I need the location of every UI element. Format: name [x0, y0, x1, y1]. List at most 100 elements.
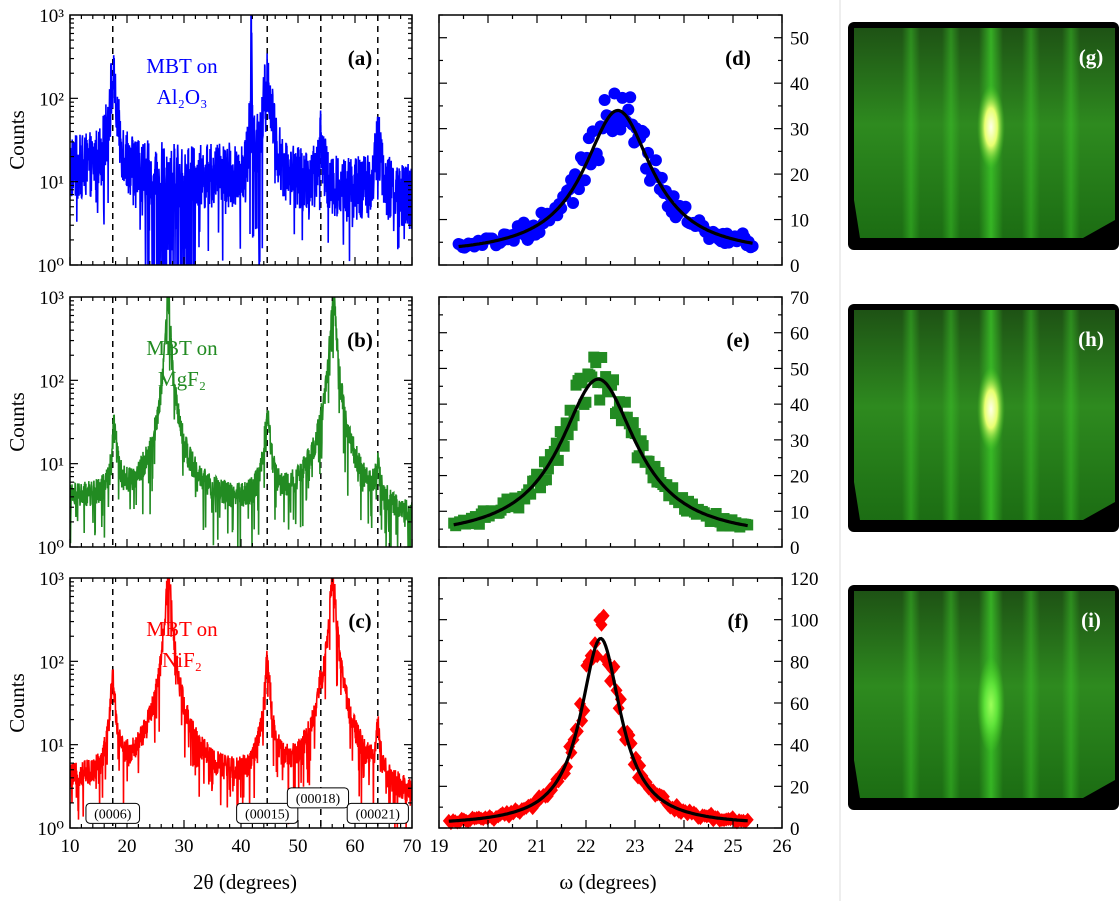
data-point: [540, 474, 552, 486]
data-point: [619, 396, 631, 408]
y-tick-label: 0: [790, 538, 800, 559]
data-point: [562, 429, 574, 441]
y-tick-label: 30: [790, 120, 809, 141]
data-point: [533, 469, 545, 481]
xrd-series: [70, 578, 412, 828]
x-tick-label: 24: [675, 836, 695, 857]
data-point: [596, 351, 608, 363]
bottom-axes-titles: 2θ (degrees) ω (degrees): [193, 870, 657, 894]
data-point: [513, 502, 525, 514]
y-axis-title: Counts: [5, 673, 29, 733]
data-point: [643, 455, 655, 467]
data-point: [576, 377, 588, 389]
y-tick-label: 120: [790, 569, 819, 590]
data-point: [592, 377, 604, 389]
peak-label: (00018): [296, 792, 341, 807]
data-point: [566, 419, 578, 431]
rheed-streak: [942, 591, 960, 798]
scatter-markers: [452, 87, 759, 254]
y-tick-label: 10⁰: [37, 256, 64, 277]
y-tick-label: 40: [790, 736, 809, 757]
xrd-panel-c: 10 20 30 40 50 60 70 10⁰ 10¹ 10² 10³ Counts (c) MBT o…: [5, 569, 422, 857]
data-point: [555, 202, 568, 215]
data-point: [552, 454, 564, 466]
data-point: [649, 154, 662, 167]
y-tick-label: 10¹: [39, 736, 64, 757]
rocking-x-axis-title: ω (degrees): [559, 870, 656, 894]
x-tick-label: 21: [528, 836, 547, 857]
x-tick-label: 19: [430, 836, 449, 857]
rocking-panel-e: 0 10 20 30 40 50 60 70 (e): [438, 288, 809, 559]
data-point: [554, 426, 566, 438]
x-tick-label: 20: [479, 836, 498, 857]
data-point: [578, 174, 591, 187]
data-point: [677, 492, 689, 504]
y-tick-label: 10³: [39, 6, 64, 27]
data-point: [473, 518, 485, 530]
data-point: [548, 445, 560, 457]
y-tick-label: 30: [790, 431, 809, 452]
data-point: [600, 371, 612, 383]
data-point: [613, 396, 625, 408]
rheed-streak: [1022, 28, 1040, 238]
lorentzian-fit-line: [448, 636, 748, 823]
rheed-image: (h): [848, 304, 1119, 532]
rheed-specular-spot: [977, 85, 1005, 169]
y-tick-label: 10⁰: [37, 819, 64, 840]
data-point: [525, 488, 537, 500]
y-tick-label: 10³: [39, 288, 64, 309]
peak-label-box: [346, 802, 409, 824]
x-tick-label: 20: [118, 836, 137, 857]
xrd-panels: 10⁰ 10¹ 10² 10³ Counts (a) MBT on Al₂O₃ 10⁰10¹10…: [5, 6, 422, 857]
data-point: [560, 417, 572, 429]
data-point: [529, 475, 541, 487]
x-tick-label: 30: [175, 836, 194, 857]
y-axis-title: Counts: [5, 110, 29, 170]
y-tick-label: 10²: [39, 652, 64, 673]
data-point: [621, 411, 633, 423]
data-point: [597, 608, 610, 623]
panel-label: (e): [726, 328, 749, 352]
rheed-streak: [942, 28, 960, 238]
data-point: [716, 520, 728, 532]
rocking-curve-panels: 0 10 20 30 40 50 (d) 0 10 20 30 40 50 60 70 (e) 19 20 21 22…: [430, 14, 819, 857]
panel-label: (a): [348, 46, 373, 70]
rheed-streak: [1062, 310, 1080, 520]
data-point: [592, 154, 605, 167]
data-point: [542, 463, 554, 475]
data-point: [608, 374, 620, 386]
y-tick-label: 10³: [39, 569, 64, 590]
y-tick-label: 10⁰: [37, 538, 64, 559]
x-tick-label: 40: [232, 836, 251, 857]
rocking-panel-f: 19 20 21 22 23 24 25 260 20 40 60 80 100 120 (f): [430, 569, 819, 857]
data-point: [558, 440, 570, 452]
y-tick-label: 20: [790, 777, 809, 798]
y-tick-label: 80: [790, 652, 809, 673]
rheed-streak: [902, 28, 920, 238]
x-tick-label: 70: [403, 836, 422, 857]
y-tick-label: 10: [790, 502, 809, 523]
x-tick-label: 23: [626, 836, 645, 857]
rheed-image: (g): [848, 22, 1119, 250]
y-tick-label: 0: [790, 819, 800, 840]
panel-label: (c): [348, 609, 371, 633]
y-tick-label: 70: [790, 288, 809, 309]
peak-label: (00021): [356, 807, 401, 822]
rheed-panel-label: (g): [1079, 45, 1104, 69]
data-point: [633, 450, 645, 462]
data-point: [637, 440, 649, 452]
data-point: [624, 91, 637, 104]
xrd-series: [70, 15, 412, 265]
panel-label: (d): [725, 46, 751, 70]
sample-label: MBT on NiF₂: [146, 617, 218, 672]
xrd-panel-a: 10⁰ 10¹ 10² 10³ Counts (a) MBT on Al₂O₃: [5, 6, 413, 277]
xrd-panel-b: 10⁰ 10¹ 10² 10³ Counts (b) MBT on MgF₂: [5, 288, 413, 559]
y-tick-label: 20: [790, 467, 809, 488]
rheed-streak: [1022, 310, 1040, 520]
sample-label: MBT on Al₂O₃: [146, 54, 218, 109]
rheed-streak: [1062, 28, 1080, 238]
panel-label: (f): [728, 609, 749, 633]
x-tick-label: 25: [724, 836, 743, 857]
data-point: [594, 394, 606, 406]
